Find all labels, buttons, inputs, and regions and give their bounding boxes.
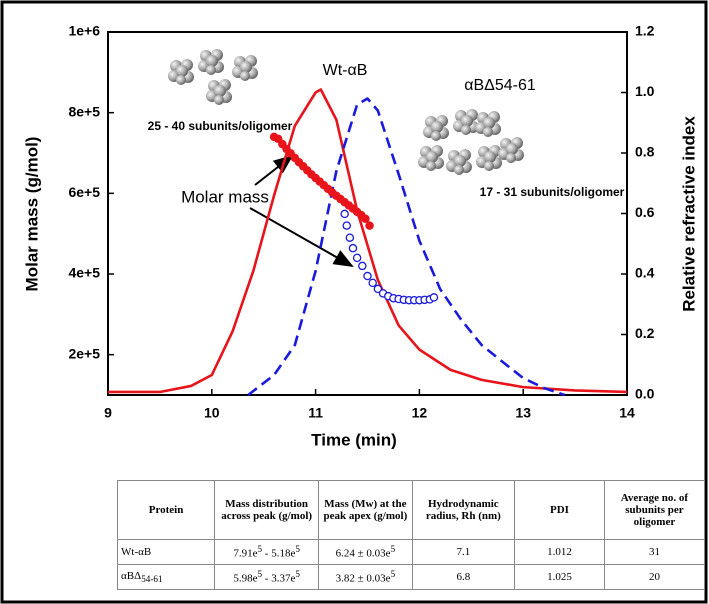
cell: 1.025	[514, 564, 605, 590]
y2-tick-label: 0.4	[635, 265, 655, 281]
data-point	[352, 253, 362, 263]
annotation: Molar mass	[181, 187, 269, 206]
y-axis-label: Molar mass (g/mol)	[22, 137, 41, 292]
cell: Wt-αB	[116, 539, 216, 565]
x-axis-label: Time (min)	[311, 430, 397, 449]
data-point	[358, 261, 367, 271]
y2-tick-label: 1.0	[635, 83, 655, 99]
data-table: Protein Mass distribution across peak (g/…	[116, 480, 706, 590]
line-series	[247, 97, 566, 397]
data-point	[429, 293, 439, 302]
header-cell: PDI	[514, 480, 605, 540]
table-row: Wt-αB 7.91e5 - 5.18e5 6.24 ± 0.03e5 7.1 1.01…	[116, 539, 706, 565]
y2-tick-label: 0.2	[635, 325, 655, 341]
series-label: Wt-αB	[323, 62, 368, 79]
table-row: αBΔ54-61 5.98e5 - 3.37e5 3.82 ± 0.03e5 6.8 1…	[116, 564, 706, 590]
cell: 20	[603, 564, 706, 590]
header-cell: Mass distribution across peak (g/mol)	[214, 480, 320, 540]
cell: 3.82 ± 0.03e5	[318, 564, 413, 590]
y-tick-label: 8e+5	[68, 103, 100, 119]
x-tick-label: 13	[515, 405, 531, 421]
data-point	[340, 209, 349, 219]
y2-tick-label: 1.2	[635, 23, 655, 39]
annotation: 17 - 31 subunits/oligomer	[480, 185, 625, 199]
data-point	[365, 221, 374, 230]
data-point	[363, 271, 372, 281]
cell: αBΔ54-61	[116, 564, 216, 590]
data-point	[368, 278, 377, 288]
y-tick-label: 6e+5	[68, 184, 100, 200]
y-tick-label: 2e+5	[68, 345, 100, 361]
y2-tick-label: 0.8	[635, 144, 655, 160]
cell: 1.012	[514, 539, 605, 565]
data-point	[345, 233, 355, 242]
arrow	[249, 207, 354, 267]
x-tick-label: 12	[412, 405, 428, 421]
data-point	[373, 284, 383, 294]
cell: 31	[603, 539, 706, 565]
y2-tick-label: 0.0	[635, 386, 655, 402]
x-tick-label: 14	[619, 405, 635, 421]
y-tick-label: 1e+6	[68, 23, 100, 39]
cell: 7.91e5 - 5.18e5	[214, 539, 320, 565]
annotation: 25 - 40 subunits/oligomer	[148, 119, 293, 133]
cell: 6.8	[411, 564, 516, 590]
header-cell: Protein	[116, 480, 216, 540]
data-point	[348, 243, 358, 253]
table-header: Protein Mass distribution across peak (g/…	[116, 480, 706, 540]
x-tick-label: 10	[204, 405, 220, 421]
header-cell: Hydrodynamic radius, Rh (nm)	[411, 480, 516, 540]
cell: 6.24 ± 0.03e5	[318, 539, 413, 565]
arrow	[254, 154, 294, 186]
header-cell: Mass (Mw) at the peak apex (g/mol)	[318, 480, 413, 540]
y-tick-label: 4e+5	[68, 265, 100, 281]
data-point	[342, 221, 351, 230]
x-tick-label: 11	[308, 405, 323, 421]
plot-frame	[107, 31, 628, 396]
cell: 5.98e5 - 3.37e5	[214, 564, 320, 590]
x-tick-label: 9	[104, 405, 112, 421]
cell: 7.1	[411, 539, 516, 565]
data-point	[361, 214, 370, 223]
y2-tick-label: 0.6	[635, 204, 655, 220]
header-cell: Average no. of subunits per oligomer	[603, 480, 706, 540]
series-label: αBΔ54-61	[464, 77, 536, 94]
y2-axis-label: Relative refractive index	[679, 116, 698, 312]
table-body: Wt-αB 7.91e5 - 5.18e5 6.24 ± 0.03e5 7.1 1.01…	[116, 539, 706, 590]
line-series	[108, 88, 628, 394]
